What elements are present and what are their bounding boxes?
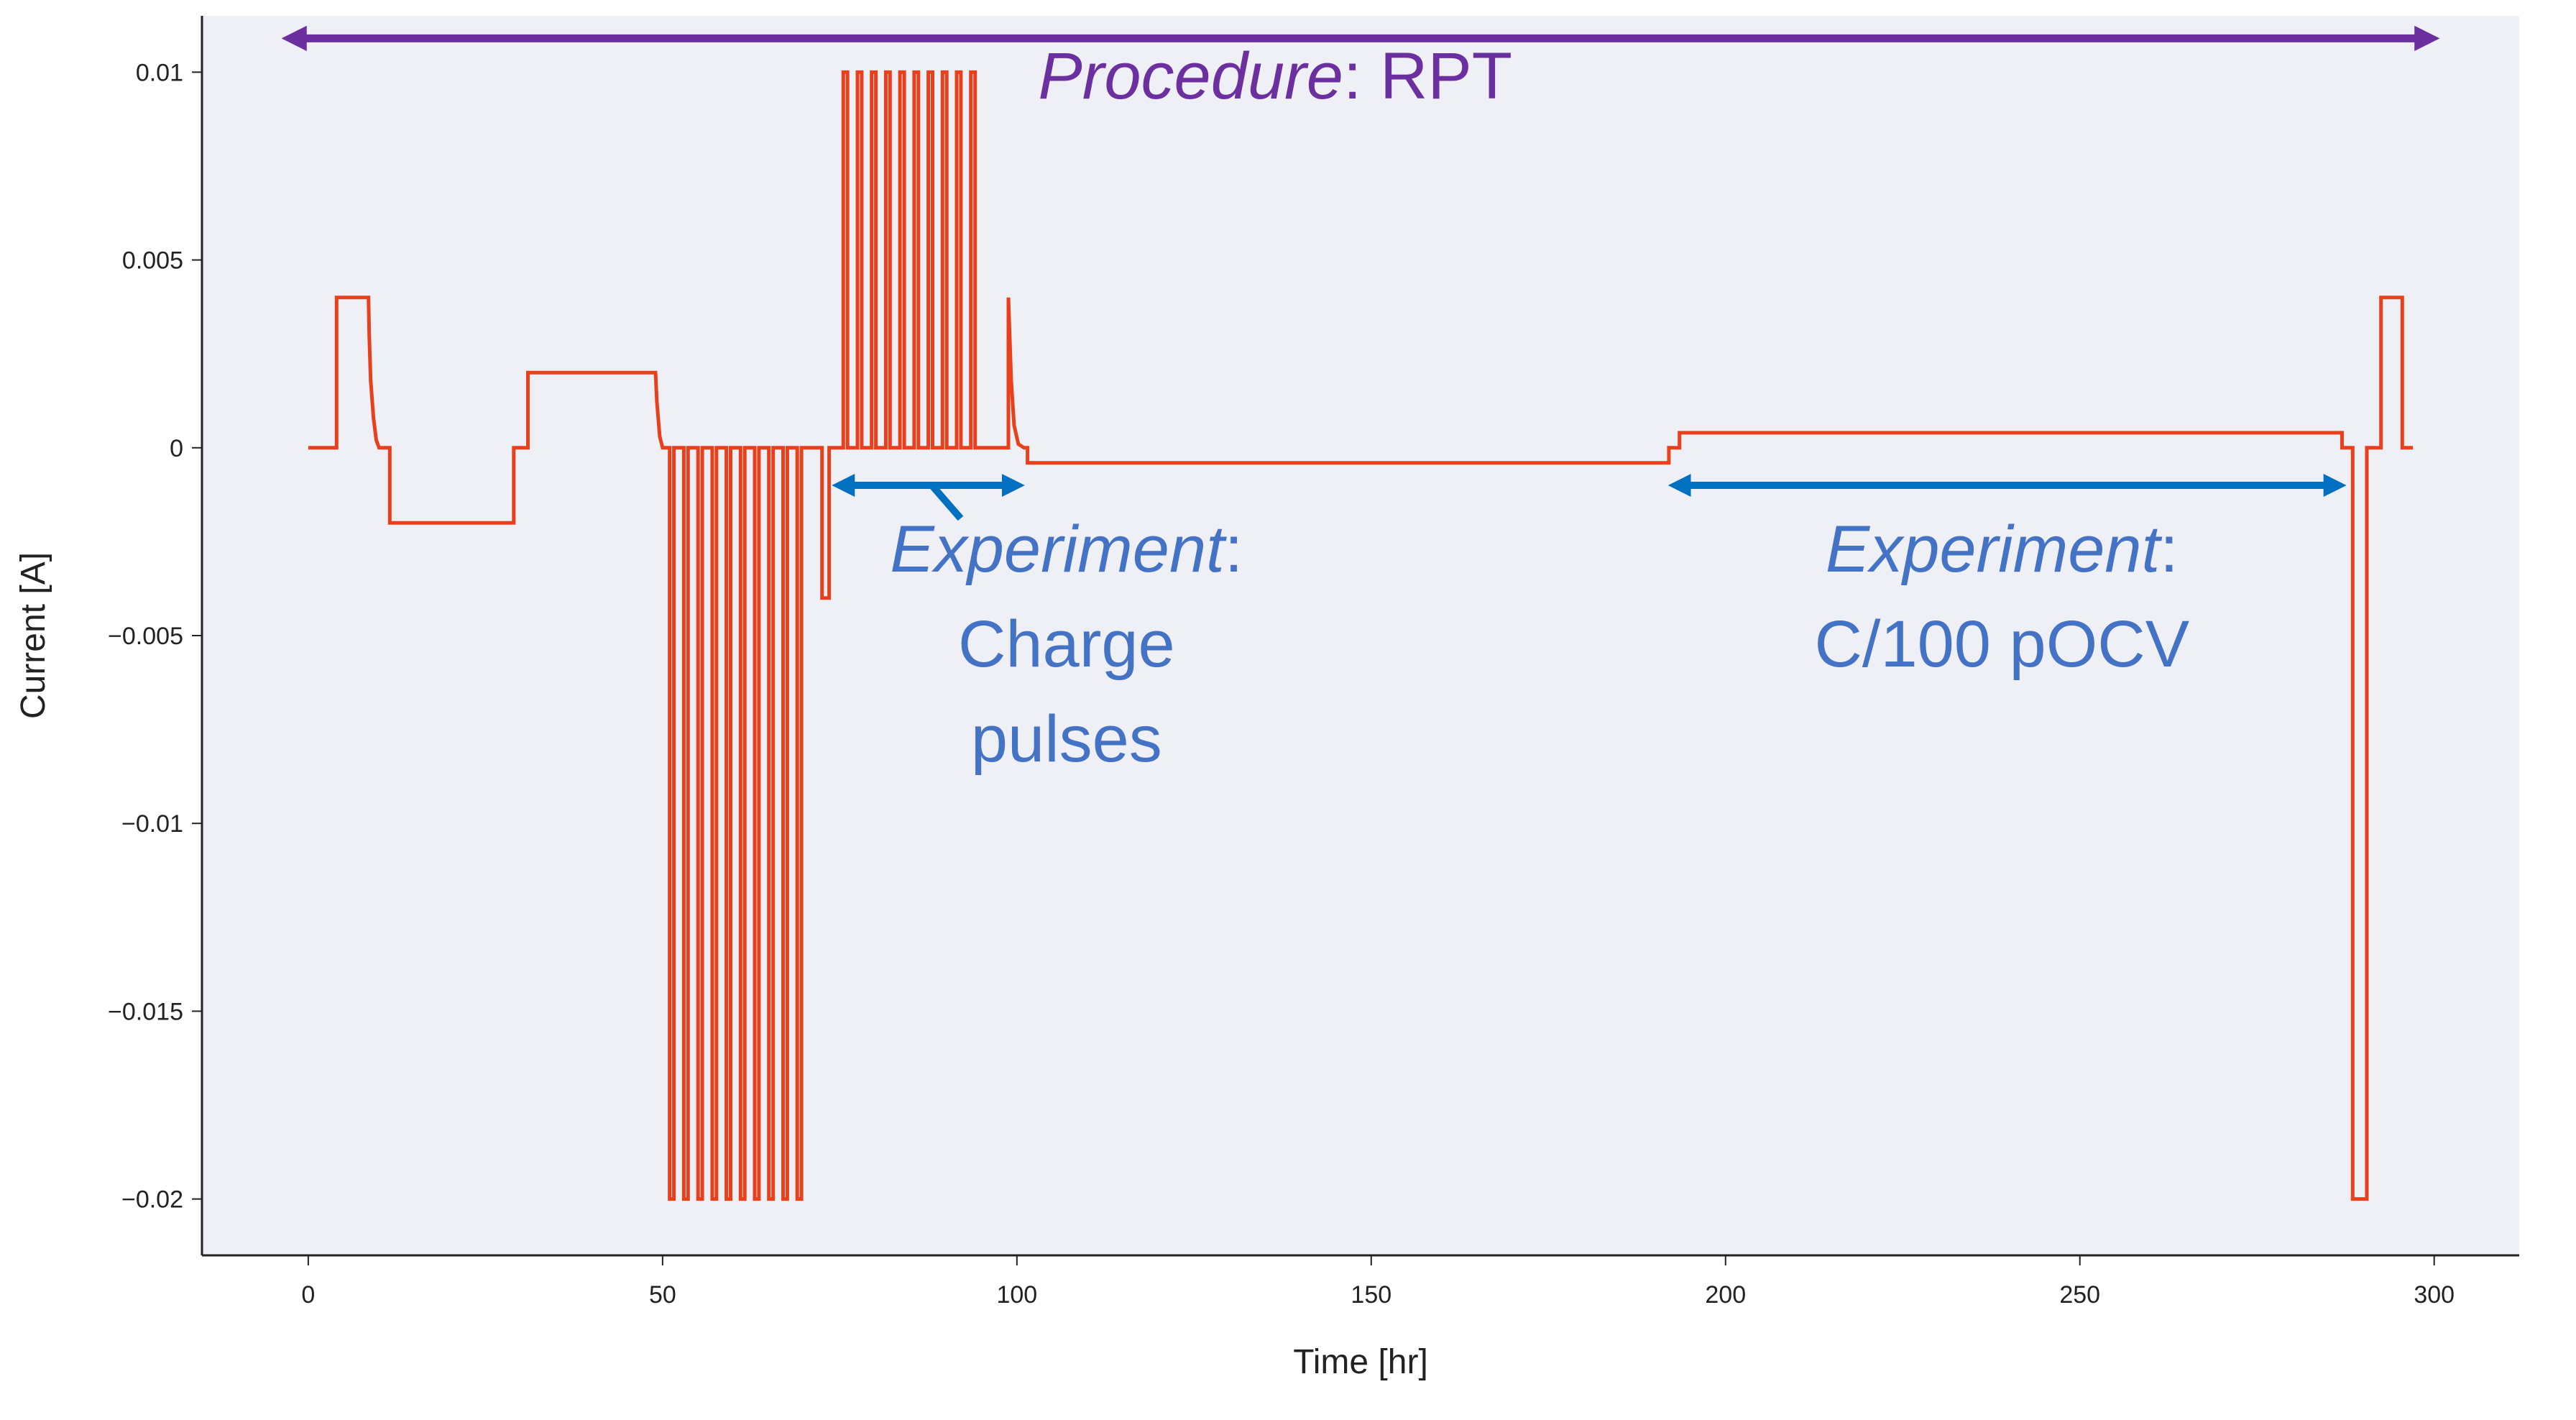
y-tick-label: −0.005 xyxy=(108,623,183,650)
pocv-annotation-italic: Experiment xyxy=(1826,513,2163,586)
procedure-annotation-italic: Procedure xyxy=(1038,40,1343,113)
x-tick-label: 200 xyxy=(1705,1281,1746,1309)
charge-annotation-line: pulses xyxy=(971,702,1162,776)
charge-annotation-leader xyxy=(929,482,964,521)
pocv-annotation-suffix: : xyxy=(2160,513,2179,586)
procedure-annotation-heading: Procedure: RPT xyxy=(1038,40,1512,113)
y-tick-label: −0.01 xyxy=(121,810,183,838)
charge-annotation-suffix: : xyxy=(1225,513,1243,586)
y-tick-label: 0 xyxy=(170,435,183,462)
x-tick-label: 300 xyxy=(2414,1281,2455,1309)
x-tick-label: 150 xyxy=(1351,1281,1392,1309)
pocv-annotation-heading: Experiment: xyxy=(1826,513,2179,586)
charge-annotation-italic: Experiment xyxy=(890,513,1227,586)
y-ticks: 0.01 0.005 0 −0.005 −0.01 −0.015 −0.02 xyxy=(108,59,202,1214)
x-tick-label: 250 xyxy=(2059,1281,2100,1309)
series-layer xyxy=(308,70,2414,1201)
pocv-annotation-line: C/100 pOCV xyxy=(1814,608,2189,681)
charge-annotation-heading: Experiment: xyxy=(890,513,1243,586)
x-tick-label: 50 xyxy=(649,1281,676,1309)
x-tick-label: 0 xyxy=(301,1281,315,1309)
procedure-annotation-suffix: : RPT xyxy=(1343,40,1512,113)
annotation-layer: Procedure: RPT Experiment: Charge pulses Exp… xyxy=(281,25,2440,776)
y-axis-title: Current [A] xyxy=(14,552,52,719)
plot-area xyxy=(202,16,2519,1255)
y-tick-label: 0.005 xyxy=(122,247,183,275)
x-tick-label: 100 xyxy=(996,1281,1037,1309)
charge-annotation-line: Charge xyxy=(958,608,1175,681)
x-ticks: 0 50 100 150 200 250 300 xyxy=(301,1255,2455,1309)
current-series-line xyxy=(308,70,2414,1201)
y-tick-label: −0.015 xyxy=(108,998,183,1025)
x-axis-title: Time [hr] xyxy=(1293,1343,1428,1381)
y-tick-label: −0.02 xyxy=(121,1186,183,1214)
y-tick-label: 0.01 xyxy=(136,59,183,86)
